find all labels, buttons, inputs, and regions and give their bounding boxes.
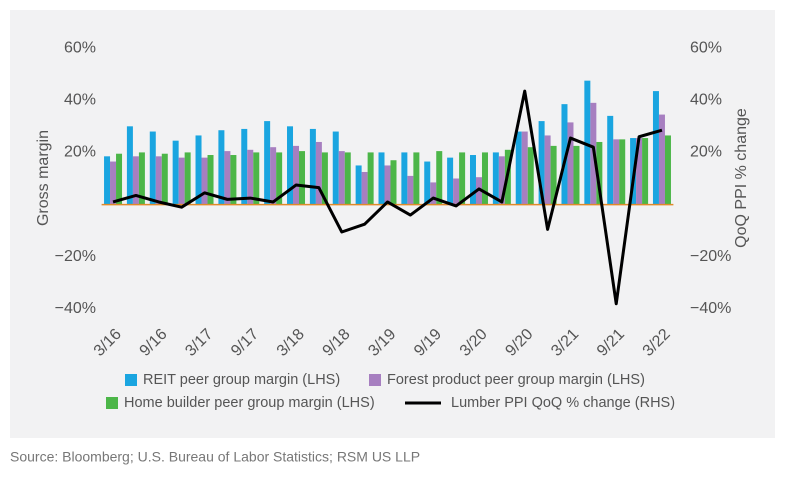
bar [293,145,300,205]
bar [241,128,248,205]
y2-tick-label: 60% [690,39,722,56]
bar [361,171,368,205]
bar [126,126,133,205]
bar [332,131,339,205]
bar [619,139,626,205]
bar [253,152,260,205]
legend-label: Home builder peer group margin (LHS) [124,395,375,411]
bar [378,152,385,205]
bar [642,138,649,205]
bar [172,140,179,205]
bar [287,126,294,205]
bar [561,104,568,205]
legend-label: Lumber PPI QoQ % change (RHS) [451,395,675,411]
bar [636,138,643,205]
y-tick-label: 20% [64,144,96,161]
bar [430,182,437,205]
legend-swatch [369,374,381,386]
bar [276,152,283,205]
bar [321,152,328,205]
y2-tick-label: 40% [690,91,722,108]
bar [407,175,414,205]
y-tick-label: −40% [55,300,96,317]
y-axis-title: Gross margin [35,130,52,226]
bar [299,151,306,205]
source-note: Source: Bloomberg; U.S. Bureau of Labor … [10,449,420,465]
bar [544,135,551,205]
y2-tick-label: −20% [690,248,731,265]
bar [481,152,488,205]
bar [207,155,214,205]
bar [453,178,460,205]
bar [149,131,156,205]
bar [338,151,345,205]
y-tick-label: −20% [55,248,96,265]
bar [195,135,202,205]
bar [567,122,574,205]
legend-label: REIT peer group margin (LHS) [143,372,340,388]
bar [447,157,454,205]
bar [315,141,322,205]
bar [424,161,431,205]
bar [658,114,665,205]
bar [573,145,580,205]
bar [607,115,614,205]
bar [384,165,391,205]
bar [230,155,237,205]
y-tick-label: 40% [64,91,96,108]
bar [475,177,482,205]
bar [184,152,191,205]
bar [367,152,374,205]
bar [309,128,316,205]
bar [355,165,362,205]
bar [155,156,162,205]
bar [550,145,557,205]
bar [178,157,185,205]
y2-tick-label: 20% [690,144,722,161]
legend-swatch [106,397,118,409]
bar [401,152,408,205]
chart-background [10,10,775,438]
bar [498,156,505,205]
bar [116,153,123,205]
bar [436,151,443,205]
bar [584,80,591,205]
bar [390,160,397,205]
legend-swatch [125,374,137,386]
bar [104,156,111,205]
bar [110,161,117,205]
y2-tick-label: −40% [690,300,731,317]
bar [664,135,671,205]
bar [652,91,659,205]
bar [613,139,620,205]
line-series [112,89,663,306]
y2-axis-title: QoQ PPI % change [733,108,750,248]
bar [132,156,139,205]
bar [459,152,466,205]
bar [527,147,534,205]
bar [596,141,603,205]
bar [247,149,254,205]
bar [344,152,351,205]
y-tick-label: 60% [64,39,96,56]
bar [413,152,420,205]
bar [161,153,168,205]
bar [264,121,271,205]
bar [521,131,528,205]
bar [469,155,476,205]
bar [492,152,499,205]
bar [138,152,145,205]
bar [538,121,545,205]
bar [201,157,208,205]
bar [224,151,231,205]
bar [515,131,522,205]
bar [270,147,277,205]
legend-label: Forest product peer group margin (LHS) [387,372,645,388]
bar [218,130,225,205]
